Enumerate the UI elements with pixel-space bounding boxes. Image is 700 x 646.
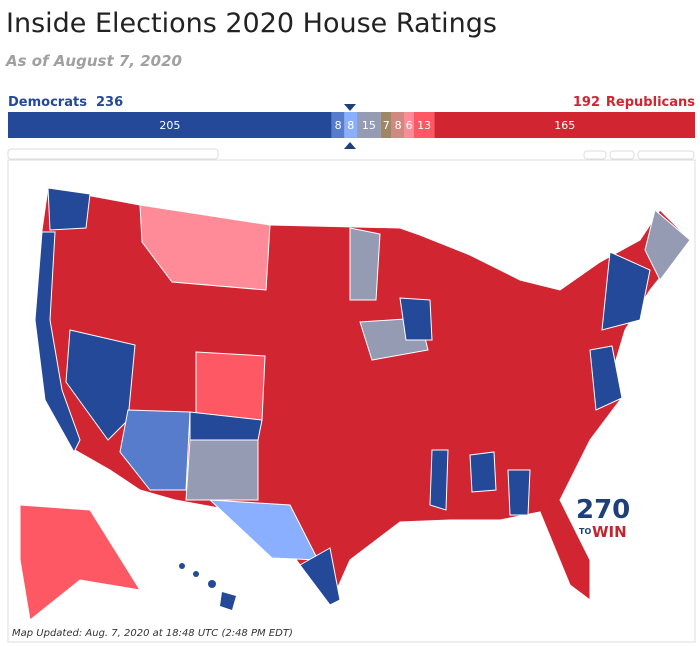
logo-number: 270 [576, 495, 630, 525]
bar-segment [413, 112, 435, 138]
segment-label: 7 [383, 119, 390, 132]
mid-atlantic [589, 345, 623, 411]
maine [644, 209, 691, 281]
illinois-north [399, 297, 433, 341]
alaska [19, 504, 142, 621]
nevada [65, 329, 136, 441]
rep-label: Republicans [606, 95, 695, 110]
texas-south [299, 547, 341, 606]
colorado [195, 351, 266, 421]
rep-total: 192 [573, 95, 600, 110]
tab[interactable] [7, 148, 219, 160]
button[interactable] [637, 150, 695, 160]
south-patch-1 [429, 449, 449, 511]
segment-label: 13 [417, 119, 431, 132]
dem-label: Democrats [8, 95, 87, 110]
majority-marker-bottom [344, 142, 356, 149]
arizona [119, 409, 191, 491]
button[interactable] [609, 150, 635, 160]
new-mexico [185, 439, 259, 501]
bar-segment [8, 112, 332, 138]
segment-label: 205 [159, 119, 180, 132]
dem-total: 236 [96, 95, 123, 110]
us-map [19, 187, 691, 621]
georgia-patch [469, 451, 497, 493]
logo-win: WIN [592, 523, 627, 541]
south-patch-2 [507, 469, 531, 516]
california-coast [34, 231, 81, 454]
bar-segment [434, 112, 695, 138]
subtitle: As of August 7, 2020 [5, 52, 182, 70]
bar-segment [331, 112, 345, 138]
button[interactable] [583, 150, 607, 160]
bar-segment [380, 112, 392, 138]
segment-label: 8 [395, 119, 402, 132]
title: Inside Elections 2020 House Ratings [6, 8, 497, 39]
seat-bar: 205 8 8 15 7 8 6 13 165 [8, 112, 695, 138]
northeast [601, 251, 651, 331]
logo-to: TO [579, 527, 591, 536]
hawaii [179, 563, 185, 569]
hawaii [220, 592, 236, 610]
majority-marker-top [344, 104, 356, 111]
montana [139, 204, 271, 291]
minnesota [349, 227, 381, 301]
segment-label: 8 [335, 119, 342, 132]
segment-label: 6 [406, 119, 413, 132]
hawaii [193, 571, 199, 577]
bar-segment [344, 112, 358, 138]
bar-segment [404, 112, 414, 138]
hawaii [208, 580, 216, 588]
segment-label: 15 [362, 119, 376, 132]
footer: Map Updated: Aug. 7, 2020 at 18:48 UTC (… [12, 628, 293, 639]
bar-segment [357, 112, 381, 138]
bar-segment [391, 112, 405, 138]
washington [47, 187, 91, 231]
nm-north [189, 411, 263, 441]
segment-label: 8 [347, 119, 354, 132]
segment-label: 165 [554, 119, 575, 132]
